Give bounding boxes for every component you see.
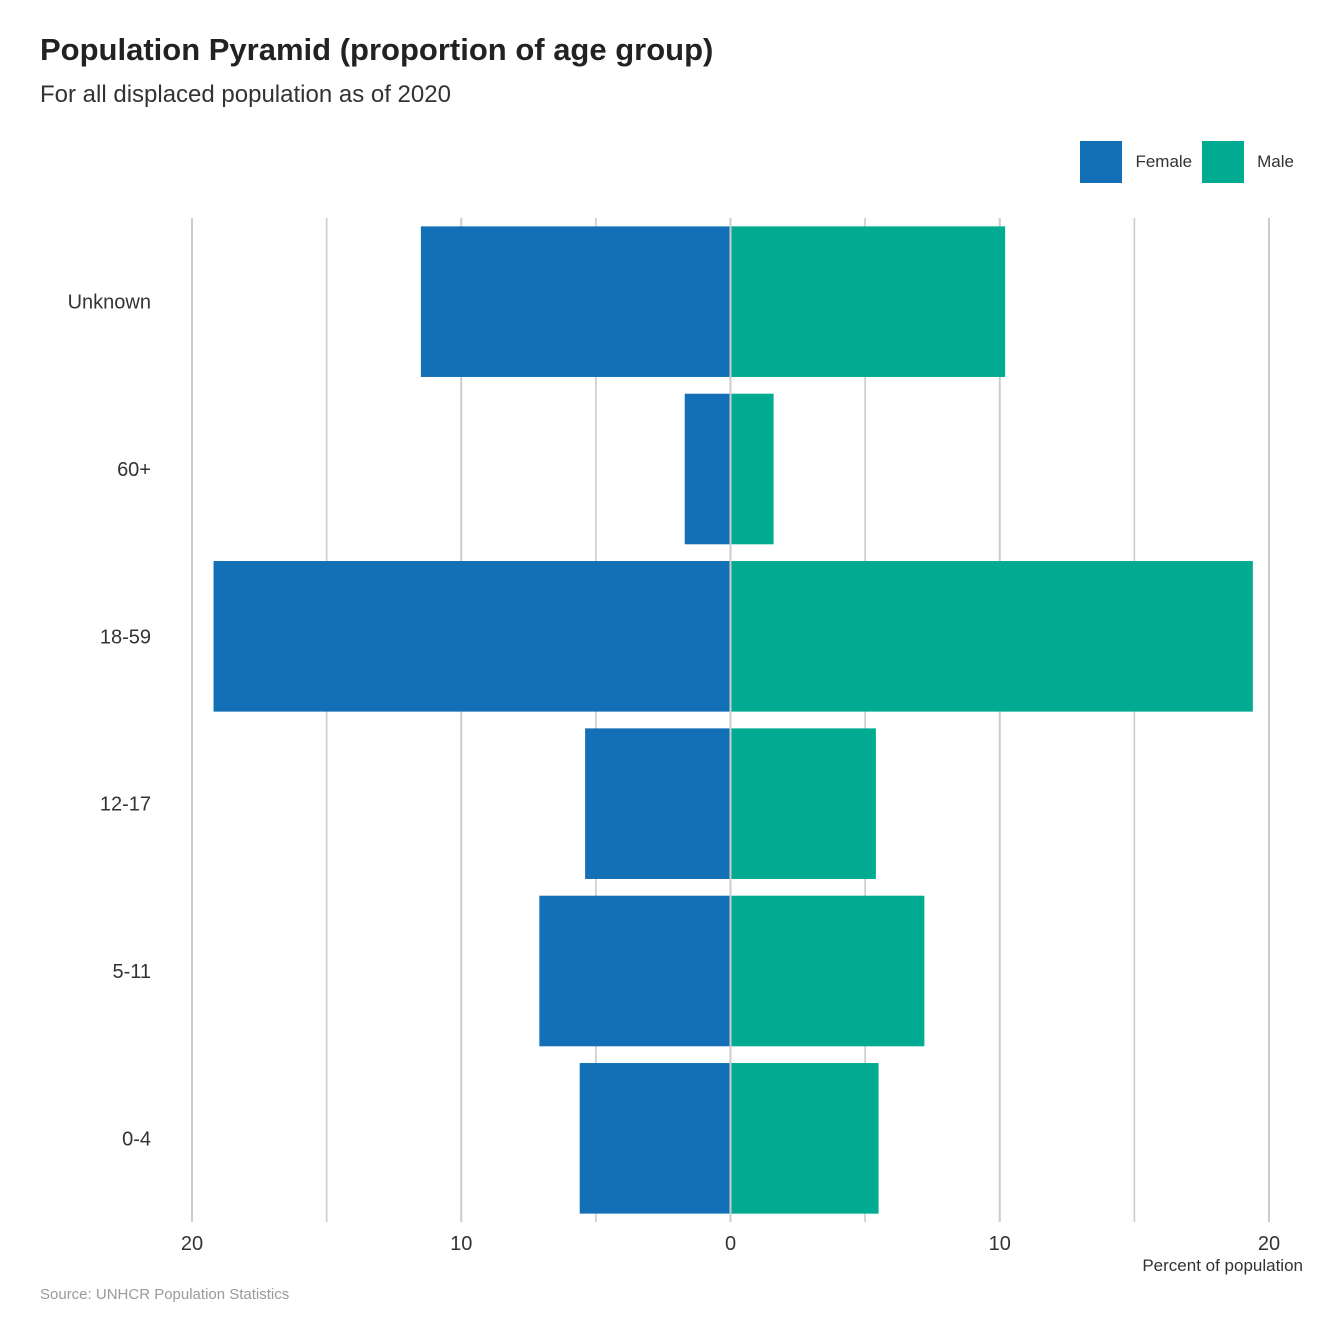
x-tick-label: 20 — [1258, 1233, 1280, 1255]
x-tick-label: 10 — [450, 1233, 472, 1255]
legend: Female Male — [1070, 141, 1294, 183]
chart-title: Population Pyramid (proportion of age gr… — [40, 32, 714, 67]
bar-female — [213, 561, 731, 712]
bar-male — [730, 728, 876, 879]
y-tick-label: 12-17 — [100, 794, 151, 816]
x-tick-label: 20 — [181, 1233, 203, 1255]
bar-layer — [213, 218, 1253, 1222]
bar-male — [730, 561, 1253, 712]
chart-subtitle: For all displaced population as of 2020 — [40, 81, 451, 108]
bar-female — [684, 393, 731, 545]
bar-male — [730, 226, 1006, 377]
y-tick-label: 60+ — [117, 459, 151, 481]
label-layer: 20 10 0 10 20 Unknown 60+ 18-59 12-17 5-11 0-4 — [68, 292, 1281, 1255]
y-tick-label: 0-4 — [122, 1128, 151, 1150]
legend-key-male — [1202, 141, 1245, 183]
x-axis-title: Percent of population — [1142, 1256, 1303, 1275]
legend-item-male: Male — [1202, 141, 1294, 183]
x-tick-label: 10 — [989, 1233, 1011, 1255]
bar-male — [730, 895, 925, 1047]
legend-item-female: Female — [1080, 141, 1192, 183]
bar-female — [420, 226, 731, 377]
y-tick-label: 18-59 — [100, 626, 151, 648]
bar-male — [730, 1063, 879, 1214]
y-tick-label: Unknown — [68, 292, 151, 314]
y-tick-label: 5-11 — [112, 961, 151, 983]
source-caption: Source: UNHCR Population Statistics — [40, 1286, 290, 1303]
bar-male — [730, 393, 774, 545]
legend-key-female — [1080, 141, 1123, 183]
x-tick-label: 0 — [725, 1233, 736, 1255]
bar-female — [585, 728, 731, 879]
legend-label-male: Male — [1257, 152, 1294, 171]
bar-female — [539, 895, 731, 1047]
bar-female — [579, 1063, 731, 1214]
legend-label-female: Female — [1135, 152, 1193, 171]
